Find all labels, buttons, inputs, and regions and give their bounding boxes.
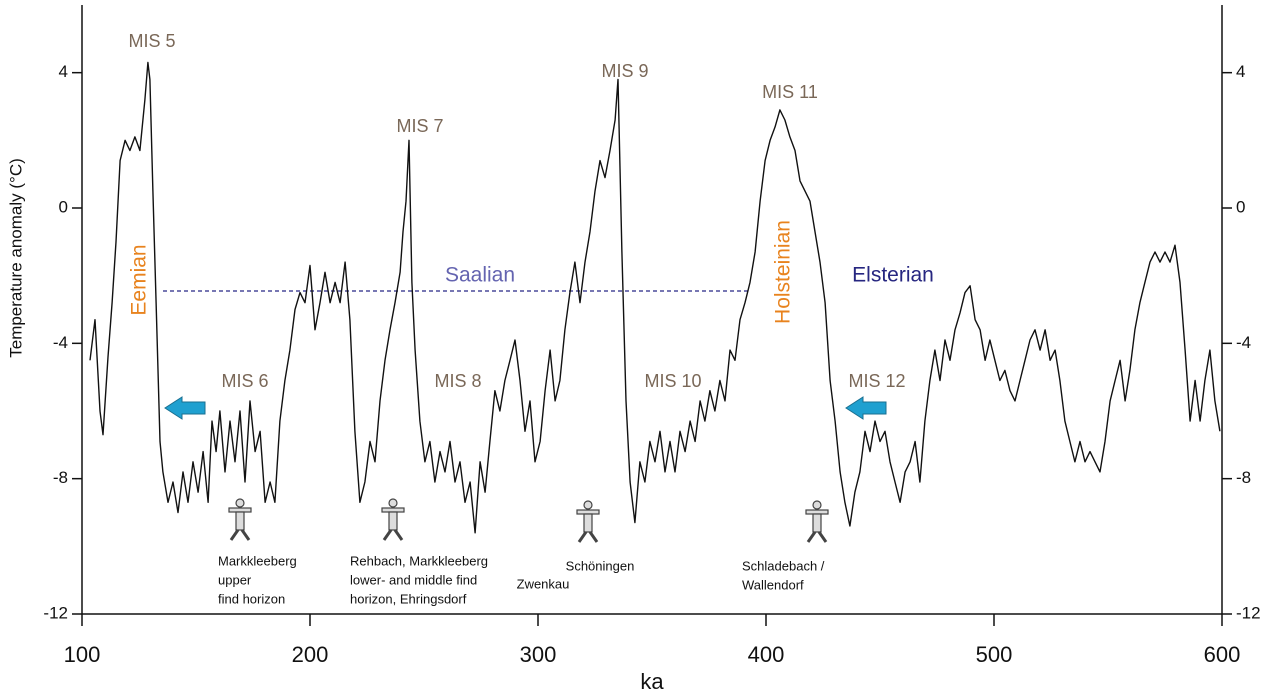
site-label: Rehbach, Markkleeberg [350, 553, 488, 568]
y-tick-label: -8 [53, 468, 68, 487]
warm-period-label: Eemian [128, 244, 151, 315]
y2-tick-label: -12 [1236, 603, 1261, 622]
y2-tick-label: 0 [1236, 197, 1245, 216]
y-tick-label: 4 [59, 62, 68, 81]
site-label: upper [218, 572, 252, 587]
stage-label: MIS 8 [434, 371, 481, 391]
arrow [164, 396, 206, 420]
site-icon [576, 500, 600, 543]
site-label: horizon, Ehringsdorf [350, 591, 467, 606]
stage-label: MIS 10 [644, 371, 701, 391]
y2-tick-label: 4 [1236, 62, 1245, 81]
y-tick-label: -12 [43, 603, 68, 622]
site-label: find horizon [218, 591, 285, 606]
y-tick-label: 0 [59, 197, 68, 216]
x-tick-label: 500 [976, 642, 1013, 667]
arrow [845, 396, 887, 420]
site-icon [381, 498, 405, 541]
site-label: Markkleeberg [218, 553, 297, 568]
y2-tick-label: -8 [1236, 468, 1251, 487]
x-axis-label: ka [640, 669, 664, 694]
site-label: Zwenkau [517, 576, 570, 591]
x-tick-label: 100 [64, 642, 101, 667]
stage-label: MIS 7 [396, 116, 443, 136]
warm-period-label: Holsteinian [772, 220, 795, 324]
y-axis-label: Temperature anomaly (°C) [6, 158, 25, 358]
x-tick-label: 400 [748, 642, 785, 667]
site-label: Schöningen [566, 558, 635, 573]
stage-label: MIS 9 [601, 61, 648, 81]
x-tick-label: 200 [292, 642, 329, 667]
cold-period-label: Saalian [445, 264, 515, 287]
y2-tick-label: -4 [1236, 333, 1251, 352]
site-label: lower- and middle find [350, 572, 477, 587]
site-label: Wallendorf [742, 577, 804, 592]
stage-label: MIS 6 [221, 371, 268, 391]
site-label: Schladebach / [742, 558, 825, 573]
cold-period-label: Elsterian [852, 264, 934, 287]
x-tick-label: 600 [1204, 642, 1241, 667]
y-tick-label: -4 [53, 333, 68, 352]
x-tick-label: 300 [520, 642, 557, 667]
temperature-line [89, 61, 1221, 534]
stage-label: MIS 12 [848, 371, 905, 391]
stage-label: MIS 5 [128, 31, 175, 51]
stage-label: MIS 11 [762, 82, 818, 102]
site-icon [228, 498, 252, 541]
site-icon [805, 500, 829, 543]
